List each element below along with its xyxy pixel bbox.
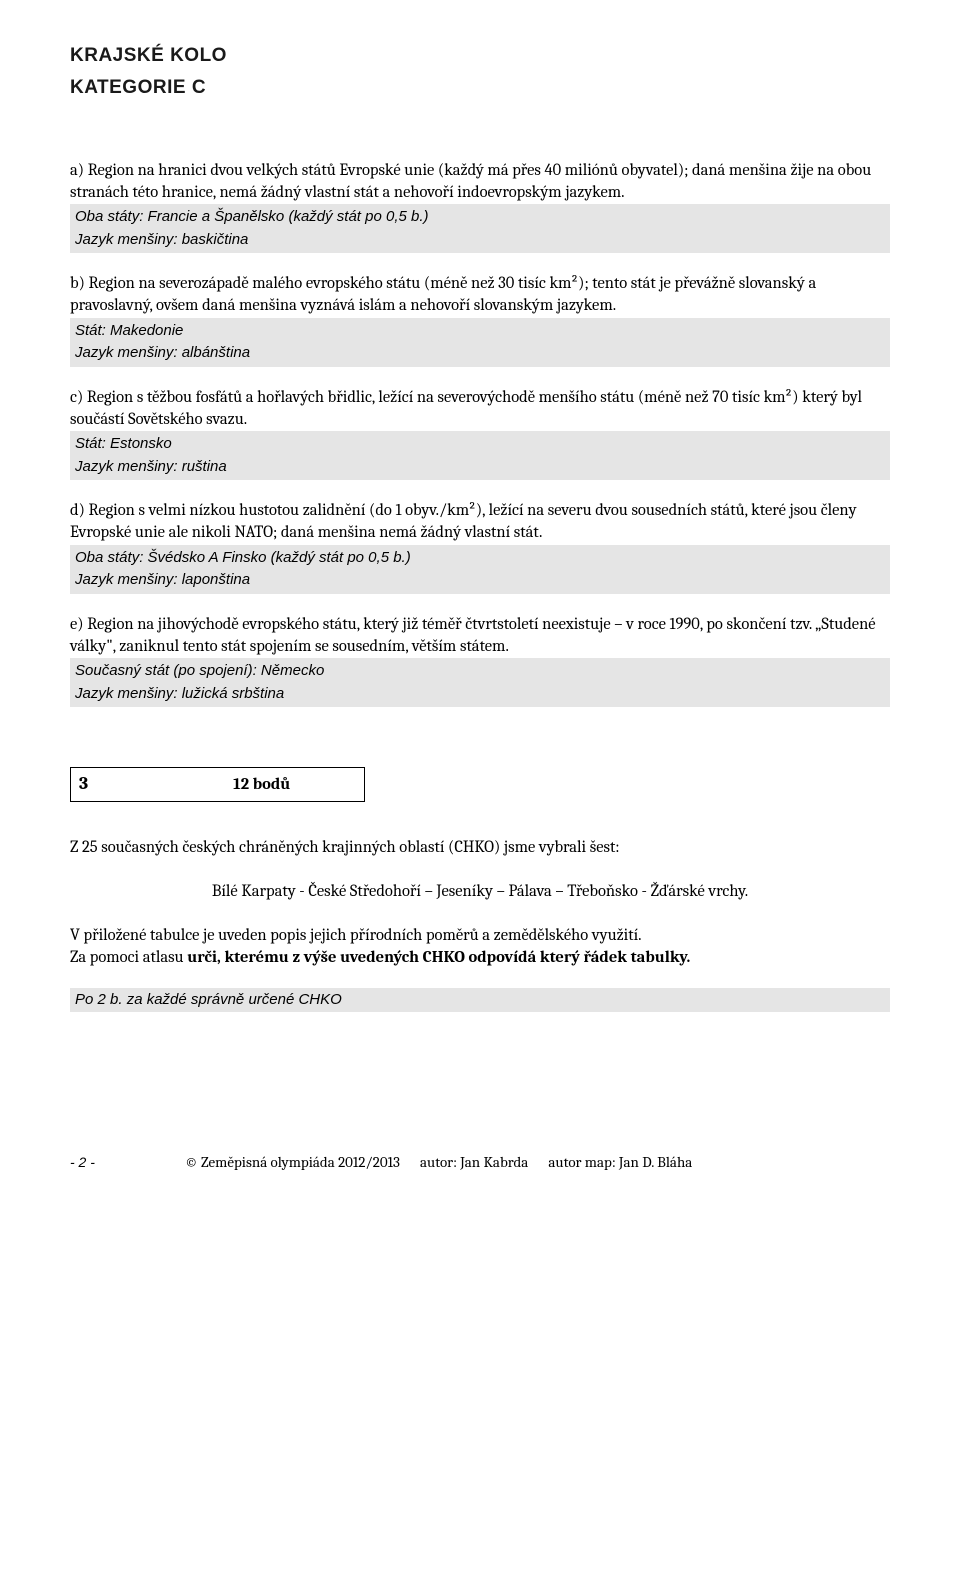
answer-line: Stát: Makedonie [75, 320, 885, 343]
section-3-intro: Z 25 současných českých chráněných kraji… [70, 837, 890, 859]
header-line-1: KRAJSKÉ KOLO [70, 40, 890, 72]
answer-line: Stát: Estonsko [75, 433, 885, 456]
page-number: - 2 - [70, 1153, 95, 1172]
question-c-answer: Stát: Estonsko Jazyk menšiny: ruština [70, 431, 890, 480]
footer-author-1: autor: Jan Kabrda [420, 1152, 528, 1172]
page-header: KRAJSKÉ KOLO KATEGORIE C [70, 40, 890, 105]
answer-line: Současný stát (po spojení): Německo [75, 660, 885, 683]
question-a: a) Region na hranici dvou velkých států … [70, 160, 890, 254]
question-e-text: e) Region na jihovýchodě evropského stát… [70, 614, 890, 659]
section-number: 3 [79, 772, 88, 796]
answer-line: Oba státy: Francie a Španělsko (každý st… [75, 206, 885, 229]
answer-line: Jazyk menšiny: lužická srbština [75, 683, 885, 706]
question-e: e) Region na jihovýchodě evropského stát… [70, 614, 890, 708]
page-footer: - 2 - © Zeměpisná olympiáda 2012/2013 au… [70, 1152, 890, 1172]
answer-line: Oba státy: Švédsko A Finsko (každý stát … [75, 547, 885, 570]
desc-line-1: V přiložené tabulce je uveden popis jeji… [70, 926, 642, 945]
section-3-scoring: Po 2 b. za každé správně určené CHKO [70, 988, 890, 1012]
question-d: d) Region s velmi nízkou hustotou zalidn… [70, 500, 890, 594]
answer-line: Jazyk menšiny: ruština [75, 456, 885, 479]
question-a-text: a) Region na hranici dvou velkých států … [70, 160, 890, 205]
question-d-text: d) Region s velmi nízkou hustotou zalidn… [70, 500, 890, 545]
section-3-box: 3 12 bodů [70, 767, 365, 801]
section-points: 12 bodů [233, 774, 290, 796]
answer-line: Jazyk menšiny: albánština [75, 342, 885, 365]
question-b-answer: Stát: Makedonie Jazyk menšiny: albánštin… [70, 318, 890, 367]
section-3-header: 3 12 bodů [70, 767, 890, 801]
footer-author-2: autor map: Jan D. Bláha [548, 1152, 692, 1172]
chko-list: Bílé Karpaty - České Středohoří – Jesení… [70, 881, 890, 903]
question-b: b) Region na severozápadě malého evropsk… [70, 273, 890, 367]
question-c-text: c) Region s těžbou fosfátů a hořlavých b… [70, 387, 890, 432]
header-line-2: KATEGORIE C [70, 72, 890, 104]
footer-copyright: © Zeměpisná olympiáda 2012/2013 [185, 1152, 400, 1172]
question-d-answer: Oba státy: Švédsko A Finsko (každý stát … [70, 545, 890, 594]
section-3-description: V přiložené tabulce je uveden popis jeji… [70, 925, 890, 970]
question-e-answer: Současný stát (po spojení): Německo Jazy… [70, 658, 890, 707]
question-c: c) Region s těžbou fosfátů a hořlavých b… [70, 387, 890, 481]
desc-line-2-bold: urči, kterému z výše uvedených CHKO odpo… [187, 948, 690, 967]
question-b-text: b) Region na severozápadě malého evropsk… [70, 273, 890, 318]
answer-line: Jazyk menšiny: baskičtina [75, 229, 885, 252]
desc-line-2-prefix: Za pomoci atlasu [70, 948, 187, 967]
answer-line: Jazyk menšiny: laponština [75, 569, 885, 592]
question-a-answer: Oba státy: Francie a Španělsko (každý st… [70, 204, 890, 253]
